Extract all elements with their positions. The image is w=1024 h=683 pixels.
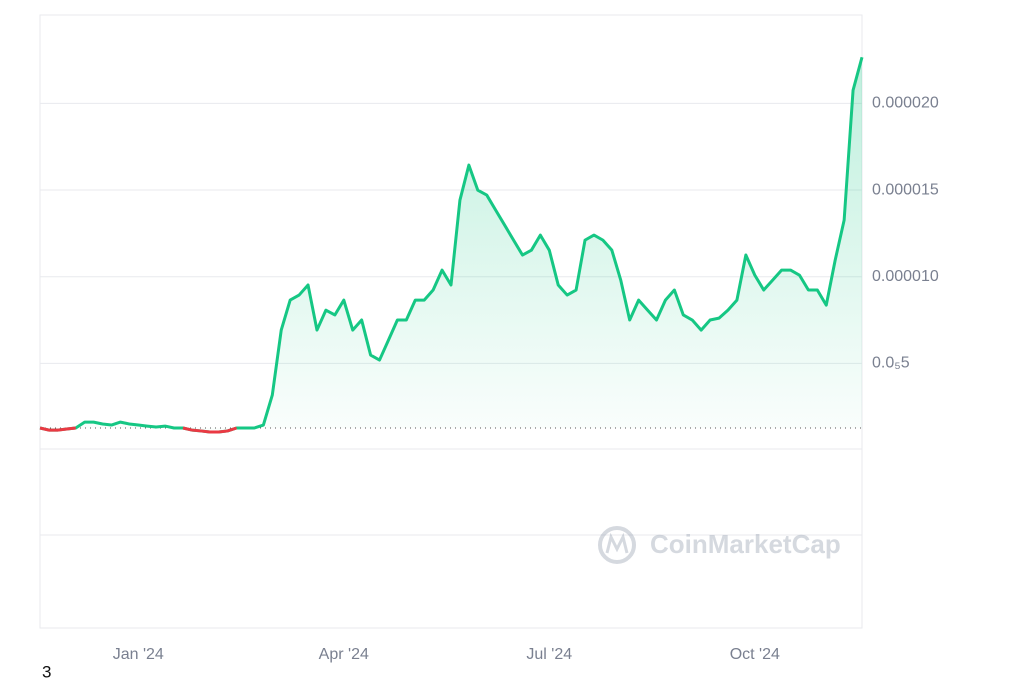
x-tick-label: Apr '24: [319, 646, 369, 663]
y-tick-label: 0.000020: [872, 95, 939, 112]
watermark: CoinMarketCap: [598, 526, 841, 564]
x-tick-label: Jul '24: [526, 646, 572, 663]
price-line-down: [39, 426, 76, 432]
price-line: [39, 56, 864, 434]
y-tick-label: 0.000015: [872, 181, 939, 198]
price-line-down: [182, 426, 238, 434]
y-tick-label: 0.0₅5: [872, 355, 910, 372]
x-tick-label: Jan '24: [113, 646, 164, 663]
y-tick-label: 0.000010: [872, 268, 939, 285]
watermark-text: CoinMarketCap: [650, 529, 841, 559]
footnote: 3: [42, 662, 51, 681]
area: [40, 57, 862, 432]
x-tick-label: Oct '24: [730, 646, 780, 663]
